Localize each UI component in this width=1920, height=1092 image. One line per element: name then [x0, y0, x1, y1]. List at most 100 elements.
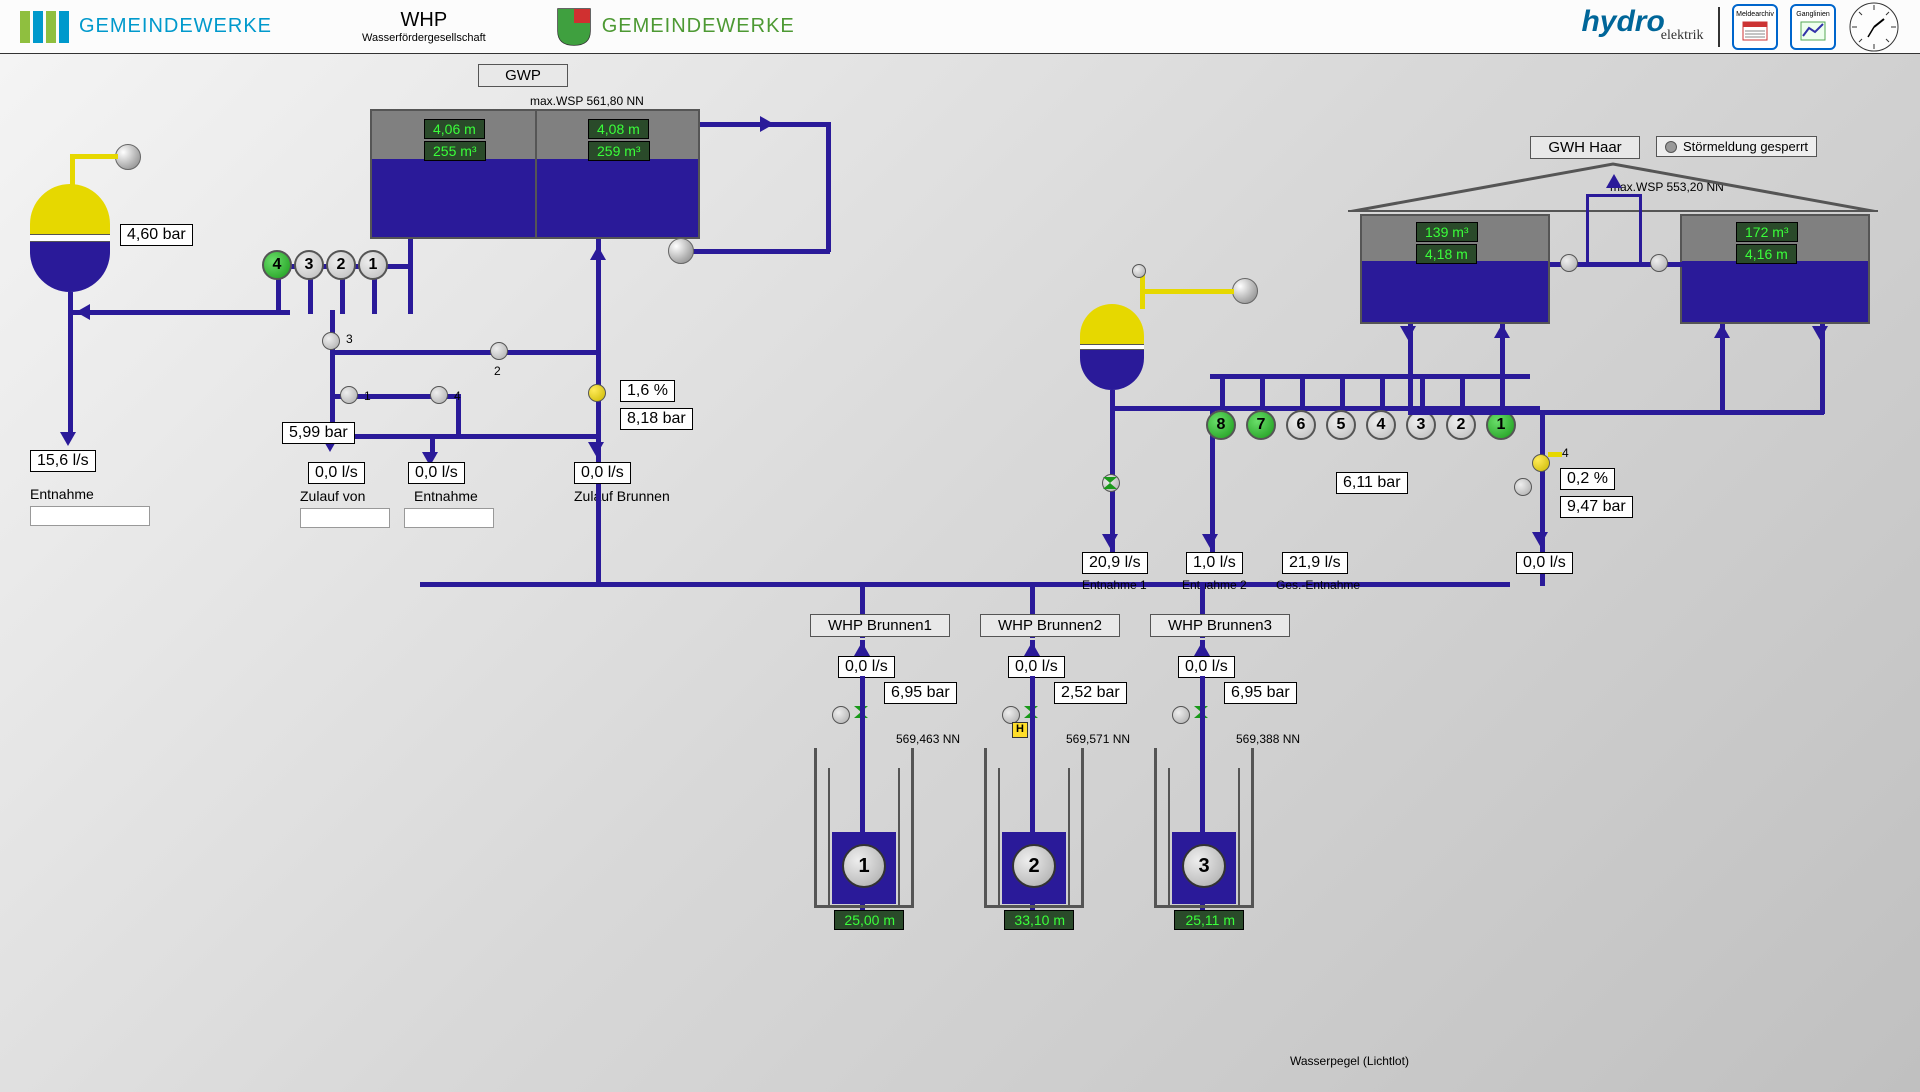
valve-3-label: 3: [346, 332, 353, 346]
gwp-label-right: Zulauf Brunnen: [574, 488, 670, 504]
sensor-ball-3: [1232, 278, 1258, 304]
header-gemeindewerke-2: GEMEINDEWERKE: [602, 15, 795, 38]
pressure-vessel-left[interactable]: [30, 184, 110, 292]
ganglinien-button[interactable]: Ganglinien: [1790, 4, 1836, 50]
gwh-pump-5[interactable]: 5: [1326, 410, 1356, 440]
gwp-pump-2[interactable]: 2: [326, 250, 356, 280]
gwp-tank[interactable]: 4,06 m 255 m³ 4,08 m 259 m³: [370, 109, 700, 239]
gwh-tank-left[interactable]: 139 m³ 4,18 m: [1360, 214, 1550, 324]
gwh-pct: 0,2 %: [1560, 468, 1615, 490]
tank-fill: [1362, 261, 1548, 322]
center-flow1: 20,9 l/s: [1082, 552, 1148, 574]
well-pump-1[interactable]: 1: [842, 844, 886, 888]
well-pressure: 2,52 bar: [1054, 682, 1127, 704]
well-label[interactable]: WHP Brunnen1: [810, 614, 950, 637]
pipe: [1300, 374, 1305, 414]
gwp-label[interactable]: GWP: [478, 64, 568, 87]
gwh-pump-7[interactable]: 7: [1246, 410, 1276, 440]
header-right: hydroelektrik Meldearchiv Ganglinien: [1581, 1, 1900, 53]
sensor-ball-1: [115, 144, 141, 170]
pipe: [1340, 374, 1345, 414]
well-2-group: WHP Brunnen2 0,0 l/s 2,52 bar 569,571 NN…: [970, 614, 1150, 954]
valve-4[interactable]: [430, 386, 448, 404]
gwp-flow-mid: 0,0 l/s: [408, 462, 465, 484]
pipe: [1408, 410, 1824, 415]
arrow-down-icon: [1812, 326, 1828, 340]
well-flow: 0,0 l/s: [1178, 656, 1235, 678]
vessel-pressure-value: 4,60 bar: [120, 224, 193, 246]
valve-4-label: 4: [454, 389, 461, 403]
gwp-pump-1[interactable]: 1: [358, 250, 388, 280]
well-sensor[interactable]: [832, 706, 850, 724]
gwp-pressure-right: 8,18 bar: [620, 408, 693, 430]
gwh-tank-left-top: 139 m³: [1416, 222, 1478, 242]
pipe: [430, 434, 435, 454]
gwp-input-left[interactable]: [300, 508, 390, 528]
well-nn: 569,463 NN: [896, 732, 960, 746]
valve-gwh-center-l[interactable]: [1560, 254, 1578, 272]
valve-yellow-top[interactable]: [1132, 264, 1146, 278]
gwh-tank-right-top: 172 m³: [1736, 222, 1798, 242]
gwp-flow-left: 0,0 l/s: [308, 462, 365, 484]
valve-3[interactable]: [322, 332, 340, 350]
well-pump-2[interactable]: 2: [1012, 844, 1056, 888]
arrow-up-icon: [1194, 642, 1210, 656]
pipe: [1260, 374, 1265, 414]
gwp-tank-right-top: 4,08 m: [588, 119, 649, 139]
h-badge: H: [1012, 722, 1028, 738]
pipe: [1380, 374, 1385, 414]
gwh-tank-right[interactable]: 172 m³ 4,16 m: [1680, 214, 1870, 324]
arrow-down-icon: [588, 442, 604, 456]
gwh-label[interactable]: GWH Haar: [1530, 136, 1640, 159]
scada-canvas: 4,60 bar 15,6 l/s Entnahme GWP max.WSP 5…: [0, 54, 1920, 1092]
well-label[interactable]: WHP Brunnen2: [980, 614, 1120, 637]
header-gemeindewerke-1: GEMEINDEWERKE: [79, 15, 272, 38]
well-1-group: WHP Brunnen1 0,0 l/s 6,95 bar 569,463 NN…: [800, 614, 980, 954]
hydro-logo: hydroelektrik: [1581, 7, 1720, 47]
arrow-right-icon: [760, 116, 774, 132]
valve-1[interactable]: [340, 386, 358, 404]
pipe: [70, 154, 118, 159]
clock-icon: [1848, 1, 1900, 53]
logo-gemeindewerke-left: GEMEINDEWERKE: [20, 11, 272, 43]
gwh-pump-8[interactable]: 8: [1206, 410, 1236, 440]
valve-2[interactable]: [490, 342, 508, 360]
well-pump-3[interactable]: 3: [1182, 844, 1226, 888]
center-label1: Entnahme 1: [1082, 578, 1147, 592]
pipe: [70, 310, 290, 315]
valve-sensor-gwh[interactable]: [1514, 478, 1532, 496]
gwp-pressure-left: 5,99 bar: [282, 422, 355, 444]
valve-yellow-gwp[interactable]: [588, 384, 606, 402]
gwp-label-left: Zulauf von: [300, 488, 365, 504]
gwh-pump-4[interactable]: 4: [1366, 410, 1396, 440]
well-sensor[interactable]: [1172, 706, 1190, 724]
gwp-pump-3[interactable]: 3: [294, 250, 324, 280]
gwp-pct: 1,6 %: [620, 380, 675, 402]
valve-gwh-center-r[interactable]: [1650, 254, 1668, 272]
wells-footer: Wasserpegel (Lichtlot): [1290, 1054, 1409, 1068]
gwp-input-mid[interactable]: [404, 508, 494, 528]
meldearchiv-button[interactable]: Meldearchiv: [1732, 4, 1778, 50]
arrow-down-icon: [1102, 534, 1118, 548]
pipe: [330, 310, 335, 440]
pipe: [680, 249, 830, 254]
well-3-group: WHP Brunnen3 0,0 l/s 6,95 bar 569,388 NN…: [1140, 614, 1320, 954]
gwh-valve-4-label: 4: [1562, 446, 1569, 460]
well-label[interactable]: WHP Brunnen3: [1150, 614, 1290, 637]
well-depth: 25,11 m: [1174, 910, 1244, 930]
arrow-down-icon: [60, 432, 76, 446]
center-flow3: 21,9 l/s: [1282, 552, 1348, 574]
arrow-down-icon: [1400, 326, 1416, 340]
well-nn: 569,571 NN: [1066, 732, 1130, 746]
well-depth: 25,00 m: [834, 910, 904, 930]
gwh-pressure: 6,11 bar: [1336, 472, 1408, 494]
sensor-ball-2: [668, 238, 694, 264]
pressure-vessel-center[interactable]: [1080, 304, 1144, 390]
pipe: [1460, 374, 1465, 414]
gwp-max-wsp: max.WSP 561,80 NN: [530, 94, 644, 108]
entnahme-input[interactable]: [30, 506, 150, 526]
arrow-down-icon: [1202, 534, 1218, 548]
gwp-pump-4[interactable]: 4: [262, 250, 292, 280]
center-label2: Entnahme 2: [1182, 578, 1247, 592]
gwh-pump-6[interactable]: 6: [1286, 410, 1316, 440]
